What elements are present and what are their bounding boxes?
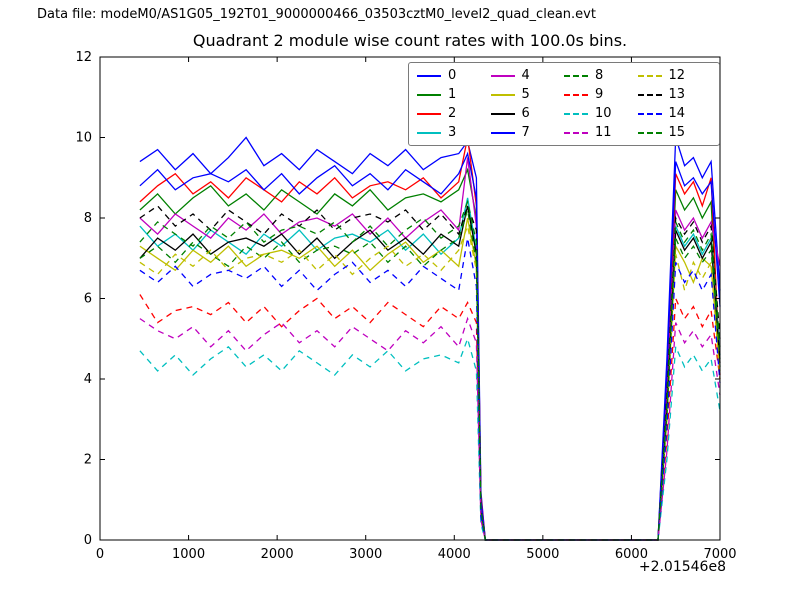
- y-tick-label: 2: [84, 453, 92, 468]
- legend-item-2: 2: [417, 104, 491, 123]
- legend-line-sample: [637, 74, 662, 77]
- legend-label: 11: [595, 125, 612, 140]
- y-tick-label: 0: [84, 533, 92, 548]
- legend-label: 15: [668, 125, 686, 140]
- legend-item-3: 3: [417, 123, 491, 142]
- legend-label: 7: [521, 125, 530, 140]
- series-line-2: [139, 137, 721, 541]
- x-tick-label: 2000: [261, 547, 294, 562]
- legend-line-sample: [637, 93, 662, 96]
- series-line-8: [139, 209, 721, 541]
- legend-item-13: 13: [637, 85, 712, 104]
- legend-line-sample: [490, 112, 515, 115]
- series-line-0: [139, 136, 721, 541]
- legend-line-sample: [490, 74, 515, 77]
- x-tick-label: 0: [96, 547, 104, 562]
- legend-item-15: 15: [637, 123, 712, 142]
- legend-item-14: 14: [637, 104, 712, 123]
- legend-line-sample: [564, 74, 588, 77]
- legend-label: 8: [595, 68, 604, 83]
- x-tick-label: 4000: [438, 547, 471, 562]
- legend-label: 6: [521, 106, 530, 121]
- legend-line-sample: [564, 112, 588, 115]
- y-tick-label: 6: [84, 292, 92, 307]
- legend-label: 13: [668, 87, 686, 102]
- legend-item-10: 10: [564, 104, 638, 123]
- legend-label: 5: [521, 87, 530, 102]
- legend-line-sample: [417, 131, 441, 134]
- legend-item-4: 4: [490, 66, 565, 85]
- x-tick-label: 7000: [703, 547, 736, 562]
- series-line-7: [139, 151, 721, 541]
- legend-line-sample: [417, 74, 441, 77]
- series-line-10: [139, 336, 721, 541]
- legend-item-5: 5: [490, 85, 565, 104]
- datafile-label: Data file: modeM0/AS1G05_192T01_90000004…: [37, 7, 596, 22]
- legend-label: 0: [448, 68, 457, 83]
- series-line-14: [139, 237, 721, 541]
- legend-label: 10: [595, 106, 612, 121]
- legend-line-sample: [417, 112, 441, 115]
- series-line-15: [139, 199, 721, 541]
- x-tick-label: 6000: [615, 547, 648, 562]
- legend-label: 4: [521, 68, 530, 83]
- legend-item-0: 0: [417, 66, 491, 85]
- y-tick-label: 12: [75, 50, 92, 65]
- x-tick-label: 1000: [172, 547, 205, 562]
- legend-label: 9: [595, 87, 604, 102]
- legend-line-sample: [490, 93, 515, 96]
- series-line-11: [139, 316, 721, 541]
- legend-item-1: 1: [417, 85, 491, 104]
- legend-line-sample: [417, 93, 441, 96]
- series-line-9: [139, 294, 721, 541]
- legend-item-9: 9: [564, 85, 638, 104]
- series-line-3: [139, 197, 721, 541]
- legend-item-7: 7: [490, 123, 565, 142]
- y-tick-label: 8: [84, 211, 92, 226]
- legend: 0 1 2 3 4 5 6 7 8 9 10 11 12 13 14 15: [408, 62, 720, 146]
- legend-label: 3: [448, 125, 457, 140]
- y-tick-label: 4: [84, 372, 92, 387]
- legend-line-sample: [564, 131, 588, 134]
- legend-line-sample: [564, 93, 588, 96]
- legend-line-sample: [637, 112, 662, 115]
- y-tick-label: 10: [75, 131, 92, 146]
- legend-line-sample: [637, 131, 662, 134]
- x-tick-label: 5000: [526, 547, 559, 562]
- series-line-12: [139, 223, 721, 541]
- series-line-6: [139, 205, 721, 541]
- legend-label: 12: [668, 68, 686, 83]
- x-tick-label: 3000: [349, 547, 382, 562]
- legend-label: 2: [448, 106, 457, 121]
- legend-item-6: 6: [490, 104, 565, 123]
- legend-item-8: 8: [564, 66, 638, 85]
- series-line-4: [139, 157, 721, 541]
- series-line-13: [139, 203, 721, 541]
- legend-label: 14: [668, 106, 686, 121]
- chart-title: Quadrant 2 module wise count rates with …: [192, 31, 628, 50]
- x-axis-offset-label: +2.01546e8: [638, 559, 726, 575]
- legend-label: 1: [448, 87, 457, 102]
- series-line-1: [139, 167, 721, 541]
- series-line-5: [139, 217, 721, 541]
- legend-line-sample: [490, 131, 515, 134]
- legend-item-12: 12: [637, 66, 712, 85]
- legend-item-11: 11: [564, 123, 638, 142]
